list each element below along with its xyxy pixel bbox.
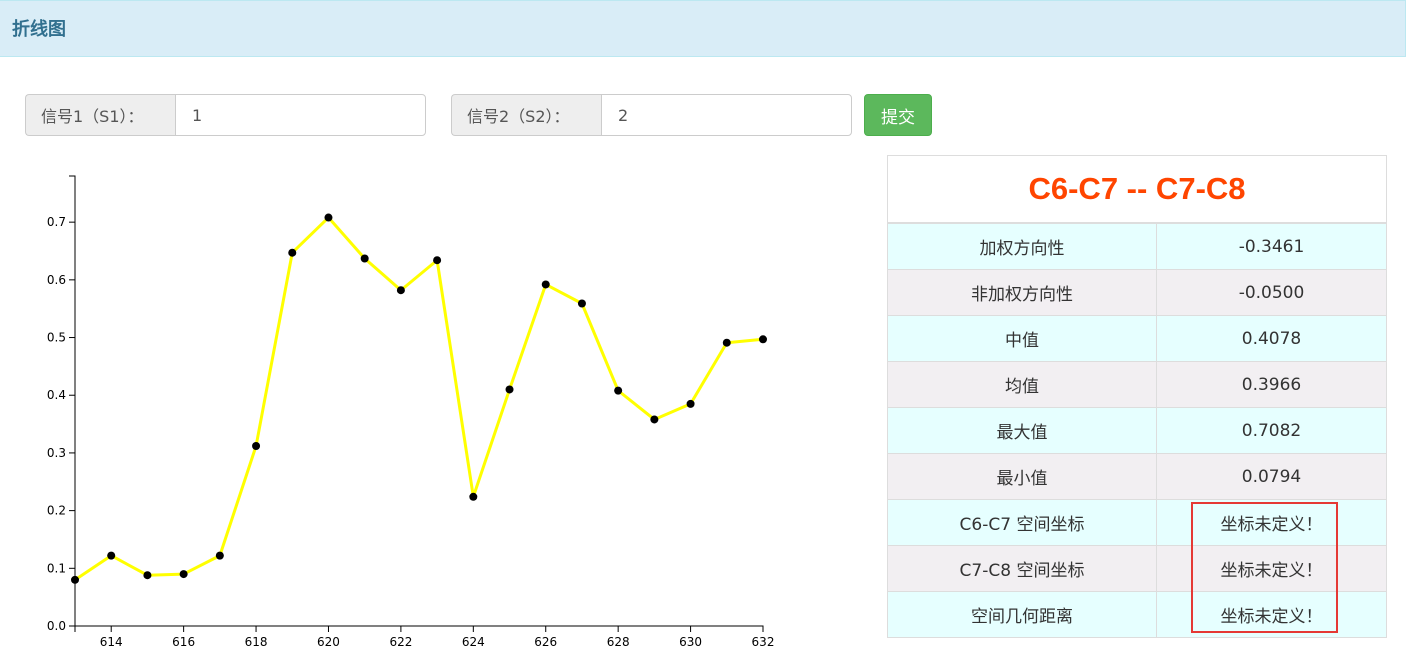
stat-label: 最大值 — [888, 407, 1157, 454]
data-point — [107, 551, 116, 560]
stat-value: 坐标未定义！ — [1156, 545, 1386, 592]
stat-label: 均值 — [888, 361, 1157, 408]
s1-input[interactable]: 1 — [175, 94, 426, 136]
data-point — [433, 256, 442, 265]
y-tick-label: 0.1 — [47, 561, 66, 575]
y-tick-label: 0.6 — [47, 273, 66, 287]
data-point — [722, 338, 731, 347]
data-point — [577, 299, 586, 308]
stats-title: C6-C7 -- C7-C8 — [888, 156, 1386, 223]
stats-table: 加权方向性 -0.3461 非加权方向性 -0.0500 中值 0.4078 均… — [888, 223, 1386, 638]
s2-label: 信号2（S2）： — [451, 94, 601, 136]
stat-label: 非加权方向性 — [888, 269, 1157, 316]
submit-button[interactable]: 提交 — [864, 94, 932, 136]
table-row: 加权方向性 -0.3461 — [888, 223, 1386, 270]
x-tick-label: 618 — [245, 635, 268, 649]
y-tick-label: 0.4 — [47, 388, 66, 402]
stat-label: 中值 — [888, 315, 1157, 362]
y-tick-label: 0.2 — [47, 504, 66, 518]
y-axis-line — [69, 175, 76, 627]
s2-input[interactable]: 2 — [601, 94, 852, 136]
table-row: 空间几何距离 坐标未定义！ — [888, 591, 1386, 638]
x-axis-line — [74, 625, 764, 632]
table-row: 最小值 0.0794 — [888, 453, 1386, 500]
x-tick-label: 632 — [752, 635, 775, 649]
stat-label: 空间几何距离 — [888, 591, 1157, 638]
stat-label: C6-C7 空间坐标 — [888, 499, 1157, 546]
data-point — [360, 254, 369, 263]
stat-value: -0.3461 — [1156, 223, 1386, 270]
page-header: 折线图 — [0, 0, 1406, 57]
stat-value: 0.3966 — [1156, 361, 1386, 408]
table-row: 均值 0.3966 — [888, 361, 1386, 408]
x-tick-label: 624 — [462, 635, 485, 649]
stat-label: 加权方向性 — [888, 223, 1157, 270]
page-title: 折线图 — [12, 19, 66, 40]
stat-label: C7-C8 空间坐标 — [888, 545, 1157, 592]
data-point — [686, 399, 695, 408]
y-tick-label: 0.5 — [47, 331, 66, 345]
table-row: C7-C8 空间坐标 坐标未定义！ — [888, 545, 1386, 592]
y-tick-label: 0.7 — [47, 215, 66, 229]
data-point — [71, 575, 79, 584]
data-point — [650, 415, 659, 424]
x-tick-label: 614 — [100, 635, 123, 649]
stat-value: 0.4078 — [1156, 315, 1386, 362]
data-point — [252, 442, 261, 450]
y-tick-label: 0.0 — [47, 619, 66, 633]
s1-label: 信号1（S1）： — [25, 94, 175, 136]
data-point — [505, 385, 514, 394]
data-point — [396, 286, 405, 295]
data-point — [143, 571, 152, 580]
table-row: 非加权方向性 -0.0500 — [888, 269, 1386, 316]
x-tick-label: 628 — [607, 635, 630, 649]
stat-value: -0.0500 — [1156, 269, 1386, 316]
stat-value: 0.0794 — [1156, 453, 1386, 500]
data-point — [759, 335, 767, 344]
stats-panel: C6-C7 -- C7-C8 加权方向性 -0.3461 非加权方向性 -0.0… — [887, 155, 1387, 638]
line-chart: 0.0 0.1 0.2 0.3 0.4 0.5 0.6 0.7 614 616 618 620 622 6… — [47, 175, 775, 649]
data-point — [288, 248, 297, 257]
stat-label: 最小值 — [888, 453, 1157, 500]
x-tick-label: 622 — [389, 635, 412, 649]
stat-value: 0.7082 — [1156, 407, 1386, 454]
s1-input-group: 信号1（S1）： 1 — [25, 94, 426, 136]
stat-value: 坐标未定义！ — [1156, 499, 1386, 546]
x-tick-label: 626 — [534, 635, 557, 649]
data-point — [614, 386, 623, 395]
table-row: C6-C7 空间坐标 坐标未定义！ — [888, 499, 1386, 546]
data-point — [324, 213, 333, 222]
s2-input-group: 信号2（S2）： 2 — [451, 94, 852, 136]
data-point — [469, 492, 478, 501]
table-row: 中值 0.4078 — [888, 315, 1386, 362]
x-tick-label: 620 — [317, 635, 340, 649]
series-line — [74, 216, 764, 582]
x-tick-label: 630 — [679, 635, 702, 649]
undefined-coords-highlight — [1191, 502, 1338, 633]
x-tick-label: 616 — [172, 635, 195, 649]
stat-value: 坐标未定义！ — [1156, 591, 1386, 638]
data-point — [179, 570, 188, 579]
y-tick-label: 0.3 — [47, 446, 66, 460]
table-row: 最大值 0.7082 — [888, 407, 1386, 454]
data-point — [215, 551, 224, 560]
data-point — [541, 280, 550, 289]
